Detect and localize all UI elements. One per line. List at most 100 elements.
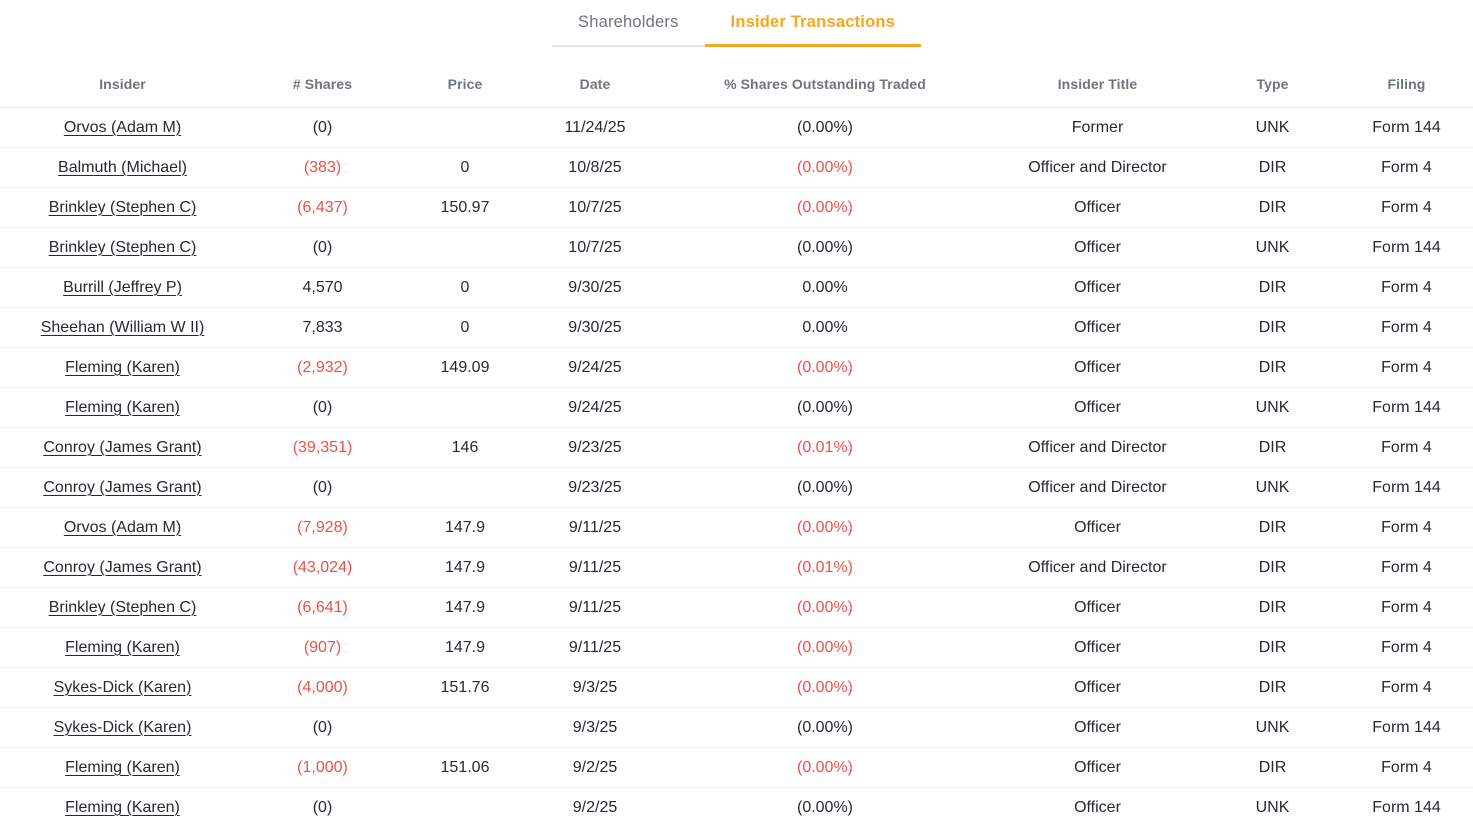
insider-link[interactable]: Balmuth (Michael) (58, 158, 187, 176)
pct-shares-cell: (0.00%) (660, 187, 990, 228)
tab-insider-transactions[interactable]: Insider Transactions (704, 0, 922, 47)
price-cell (400, 787, 530, 827)
type-cell: UNK (1205, 107, 1340, 148)
insider-link[interactable]: Fleming (Karen) (65, 798, 180, 816)
type-cell: DIR (1205, 627, 1340, 668)
date-cell: 9/11/25 (530, 507, 660, 548)
insider-link[interactable]: Fleming (Karen) (65, 398, 180, 416)
filing-cell: Form 4 (1340, 147, 1473, 188)
insider-cell: Conroy (James Grant) (0, 467, 245, 508)
insider-title-cell: Officer (990, 667, 1205, 708)
type-cell: DIR (1205, 547, 1340, 588)
table-row: Fleming (Karen) (1,000) 151.06 9/2/25 (0.00%… (0, 747, 1473, 788)
insider-title-cell: Officer (990, 347, 1205, 388)
column-header-type: Type (1205, 61, 1340, 108)
shares-cell: (0) (245, 387, 400, 428)
insider-cell: Orvos (Adam M) (0, 507, 245, 548)
insider-link[interactable]: Brinkley (Stephen C) (48, 238, 197, 256)
table-row: Conroy (James Grant) (43,024) 147.9 9/11/25… (0, 547, 1473, 588)
date-cell: 10/7/25 (530, 227, 660, 268)
table-row: Brinkley (Stephen C) (6,437) 150.97 10/7/25… (0, 187, 1473, 228)
insider-link[interactable]: Orvos (Adam M) (63, 518, 182, 536)
insider-title-cell: Officer (990, 787, 1205, 827)
insider-title-cell: Officer (990, 507, 1205, 548)
insider-title-cell: Officer and Director (990, 467, 1205, 508)
insider-link[interactable]: Sykes-Dick (Karen) (53, 678, 192, 696)
table-row: Conroy (James Grant) (39,351) 146 9/23/25 (0… (0, 427, 1473, 468)
insider-link[interactable]: Fleming (Karen) (65, 638, 180, 656)
pct-shares-cell: 0.00% (660, 267, 990, 308)
filing-cell: Form 4 (1340, 427, 1473, 468)
shares-cell: (2,932) (245, 347, 400, 388)
insider-title-cell: Officer (990, 747, 1205, 788)
shares-cell: (0) (245, 467, 400, 508)
price-cell: 151.06 (400, 747, 530, 788)
shares-cell: (6,641) (245, 587, 400, 628)
type-cell: DIR (1205, 427, 1340, 468)
insider-link[interactable]: Orvos (Adam M) (63, 118, 182, 136)
date-cell: 9/2/25 (530, 787, 660, 827)
date-cell: 9/23/25 (530, 427, 660, 468)
type-cell: UNK (1205, 227, 1340, 268)
price-cell: 151.76 (400, 667, 530, 708)
column-header-insider: Insider (0, 61, 245, 108)
type-cell: UNK (1205, 707, 1340, 748)
column-header-date: Date (530, 61, 660, 108)
price-cell (400, 107, 530, 148)
insider-title-cell: Officer (990, 267, 1205, 308)
pct-shares-cell: (0.00%) (660, 747, 990, 788)
insider-title-cell: Officer (990, 307, 1205, 348)
insider-link[interactable]: Brinkley (Stephen C) (48, 198, 197, 216)
column-header-pct-shares-outstanding: % Shares Outstanding Traded (660, 61, 990, 108)
shares-cell: (0) (245, 227, 400, 268)
filing-cell: Form 144 (1340, 387, 1473, 428)
tab-insider-transactions-label: Insider Transactions (730, 12, 896, 31)
pct-shares-cell: (0.00%) (660, 667, 990, 708)
insider-link[interactable]: Fleming (Karen) (65, 358, 180, 376)
pct-shares-cell: (0.00%) (660, 507, 990, 548)
pct-shares-cell: (0.01%) (660, 427, 990, 468)
insider-link[interactable]: Burrill (Jeffrey P) (63, 278, 182, 296)
insider-link[interactable]: Brinkley (Stephen C) (48, 598, 197, 616)
table-row: Brinkley (Stephen C) (6,641) 147.9 9/11/25(… (0, 587, 1473, 628)
type-cell: DIR (1205, 347, 1340, 388)
date-cell: 9/3/25 (530, 707, 660, 748)
filing-cell: Form 144 (1340, 707, 1473, 748)
price-cell: 147.9 (400, 507, 530, 548)
date-cell: 10/8/25 (530, 147, 660, 188)
filing-cell: Form 4 (1340, 547, 1473, 588)
type-cell: DIR (1205, 747, 1340, 788)
tab-shareholders[interactable]: Shareholders (551, 0, 705, 47)
insider-cell: Sykes-Dick (Karen) (0, 707, 245, 748)
table-row: Fleming (Karen) (907) 147.9 9/11/25 (0.00%) O… (0, 627, 1473, 668)
insider-link[interactable]: Sheehan (William W II) (40, 318, 205, 336)
insider-transactions-table: Insider # Shares Price Date % Shares Out… (0, 61, 1473, 827)
pct-shares-cell: (0.00%) (660, 147, 990, 188)
insider-title-cell: Officer (990, 707, 1205, 748)
insider-link[interactable]: Sykes-Dick (Karen) (53, 718, 192, 736)
date-cell: 9/30/25 (530, 307, 660, 348)
insider-link[interactable]: Fleming (Karen) (65, 758, 180, 776)
shares-cell: (4,000) (245, 667, 400, 708)
table-row: Conroy (James Grant) (0) 9/23/25 (0.00%) Off… (0, 467, 1473, 508)
price-cell: 147.9 (400, 627, 530, 668)
insider-cell: Brinkley (Stephen C) (0, 227, 245, 268)
insider-link[interactable]: Conroy (James Grant) (43, 558, 202, 576)
filing-cell: Form 4 (1340, 747, 1473, 788)
price-cell (400, 387, 530, 428)
insider-title-cell: Officer and Director (990, 427, 1205, 468)
insider-link[interactable]: Conroy (James Grant) (43, 438, 202, 456)
filing-cell: Form 4 (1340, 267, 1473, 308)
price-cell: 147.9 (400, 587, 530, 628)
insider-link[interactable]: Conroy (James Grant) (43, 478, 202, 496)
insider-table-body: Orvos (Adam M) (0) 11/24/25 (0.00%) Former UN… (0, 107, 1473, 827)
table-row: Fleming (Karen) (0) 9/24/25 (0.00%) Officer U… (0, 387, 1473, 428)
table-row: Orvos (Adam M) (7,928) 147.9 9/11/25 (0.00%)… (0, 507, 1473, 548)
filing-cell: Form 4 (1340, 347, 1473, 388)
type-cell: DIR (1205, 307, 1340, 348)
price-cell (400, 227, 530, 268)
date-cell: 9/11/25 (530, 547, 660, 588)
insider-title-cell: Officer (990, 587, 1205, 628)
table-row: Burrill (Jeffrey P) 4,570 0 9/30/25 0.00% Off… (0, 267, 1473, 308)
